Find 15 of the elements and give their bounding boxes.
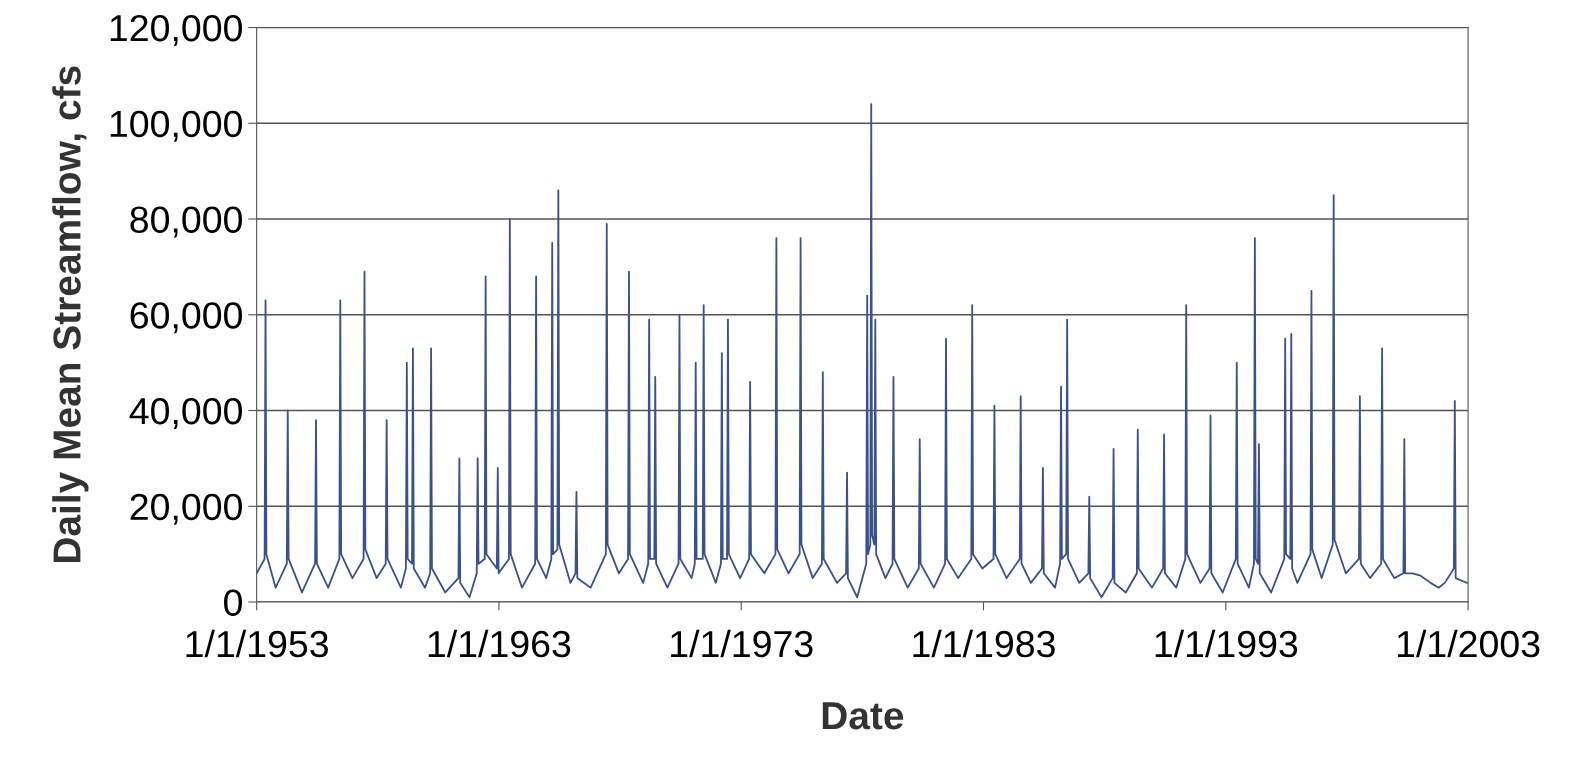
x-tick-label: 1/1/1953 xyxy=(186,629,328,658)
x-tick-label: 1/1/2003 xyxy=(1397,629,1540,658)
y-tick-label: 20,000 xyxy=(130,493,242,525)
x-tick-label: 1/1/1993 xyxy=(1155,629,1298,658)
x-tick-label: 1/1/1963 xyxy=(428,629,571,658)
x-tick-label: 1/1/1973 xyxy=(671,629,813,658)
y-axis-title: Daily Mean Streamflow, cfs xyxy=(52,66,89,563)
y-tick-label: 0 xyxy=(224,589,242,616)
y-tick-label: 100,000 xyxy=(110,110,242,142)
y-tick-label: 120,000 xyxy=(110,14,242,46)
x-tick-label: 1/1/1983 xyxy=(913,629,1055,658)
y-tick-label: 60,000 xyxy=(130,302,242,334)
y-tick-label: 80,000 xyxy=(130,206,242,238)
x-axis-title: Date xyxy=(822,702,904,730)
y-tick-label: 40,000 xyxy=(129,397,242,429)
